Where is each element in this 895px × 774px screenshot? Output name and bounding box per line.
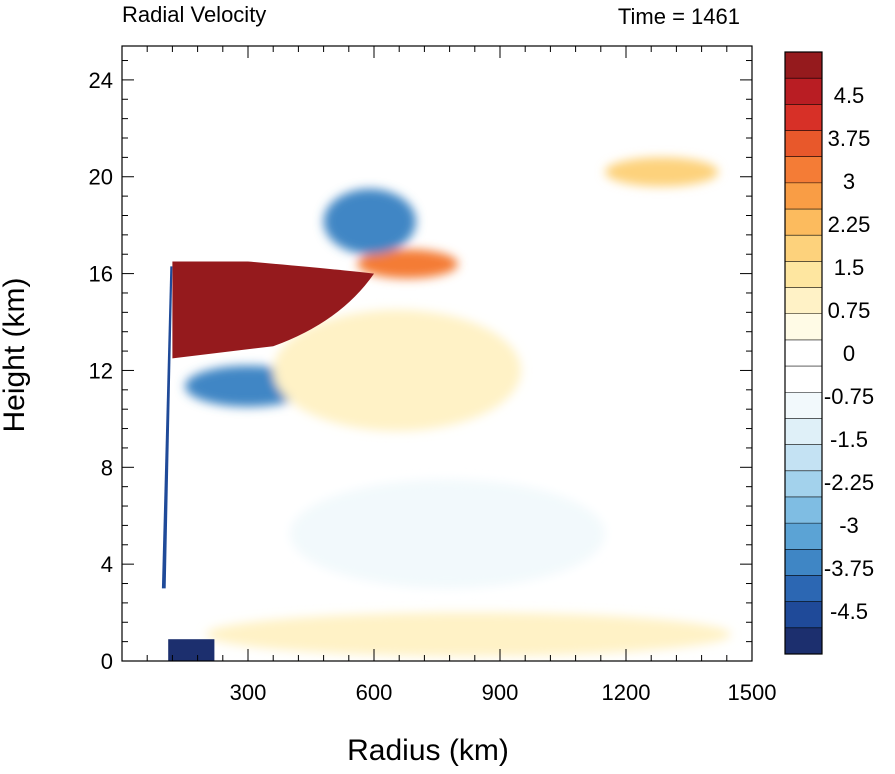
chart-time-label: Time = 1461 [618, 4, 740, 29]
colorbar-segment [785, 339, 822, 367]
colorbar-label: 1.5 [834, 255, 865, 280]
colorbar-label: -1.5 [830, 427, 868, 452]
y-tick-label: 0 [101, 649, 113, 674]
y-tick-label: 24 [89, 68, 113, 93]
colorbar-segment [785, 575, 822, 602]
colorbar-segment [785, 156, 822, 184]
colorbar-label: -3 [839, 513, 859, 538]
colorbar-label: 0 [843, 341, 855, 366]
colorbar-segment [785, 627, 822, 655]
colorbar-segment [785, 496, 822, 524]
plot-frame [121, 45, 753, 662]
colorbar-label: 2.25 [828, 212, 871, 237]
colorbar-label: -4.5 [830, 599, 868, 624]
feature-upper-outflow-jet [172, 261, 374, 359]
y-tick-label: 12 [89, 358, 113, 383]
colorbar-segment [785, 104, 822, 131]
x-tick-label: 300 [230, 680, 267, 705]
feature-near-surface-inflow [168, 639, 215, 661]
x-axis: 300 600 900 1200 1500 [121, 46, 777, 705]
x-tick-label: 600 [356, 680, 393, 705]
colorbar: 4.5 3.75 3 2.25 1.5 0.75 0 -0.75 -1.5 -2.25 -3 -3.7… [784, 51, 874, 655]
colorbar-label: -2.25 [824, 470, 874, 495]
y-tick-label: 20 [89, 165, 113, 190]
colorbar-segment [785, 444, 822, 472]
colorbar-segment [785, 182, 822, 210]
colorbar-label: 3.75 [828, 126, 871, 151]
x-axis-label: Radius (km) [347, 734, 509, 767]
colorbar-segment [785, 392, 822, 419]
colorbar-segment [785, 287, 822, 315]
y-tick-label: 8 [101, 455, 113, 480]
y-tick-label: 16 [89, 262, 113, 287]
x-tick-label: 1500 [728, 680, 777, 705]
colorbar-segment [785, 549, 822, 576]
colorbar-segment [785, 235, 822, 262]
colorbar-segment [785, 52, 822, 79]
feature-upper-outflow-far [605, 157, 719, 187]
feature-lower-inflow-region [290, 479, 605, 589]
colorbar-segment [785, 313, 822, 341]
x-tick-label: 1200 [602, 680, 651, 705]
colorbar-segment [785, 601, 822, 629]
colorbar-segment [785, 366, 822, 393]
feature-boundary-layer-outflow [206, 612, 731, 657]
feature-outflow-extension [357, 249, 458, 279]
colorbar-label: -0.75 [824, 384, 874, 409]
colorbar-label: 4.5 [834, 83, 865, 108]
feature-eyewall-inflow [161, 266, 173, 589]
x-tick-label: 900 [482, 680, 519, 705]
colorbar-segment [785, 78, 822, 105]
colorbar-segment [785, 470, 822, 498]
colorbar-segment [785, 523, 822, 550]
colorbar-label: -3.75 [824, 556, 874, 581]
velocity-field [122, 46, 752, 661]
chart-title: Radial Velocity [122, 2, 266, 27]
colorbar-label: 3 [843, 169, 855, 194]
colorbar-segment [785, 261, 822, 288]
colorbar-label: 0.75 [828, 298, 871, 323]
y-tick-label: 4 [101, 552, 113, 577]
feature-upper-inflow-band [323, 188, 416, 255]
colorbar-segment [785, 418, 822, 445]
colorbar-segment [785, 209, 822, 236]
y-axis: 0 4 8 12 16 20 24 [89, 60, 752, 674]
feature-mid-level-outflow [273, 309, 521, 431]
colorbar-segment [785, 130, 822, 157]
y-axis-label: Height (km) [0, 277, 31, 432]
